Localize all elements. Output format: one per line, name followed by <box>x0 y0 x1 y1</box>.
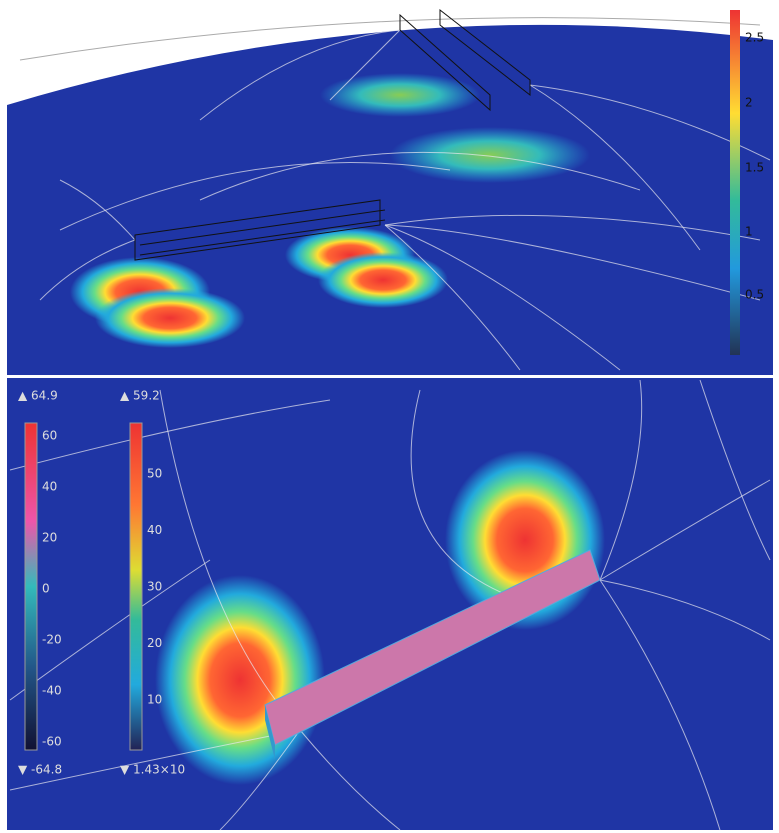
colorbar-tick-label: -40 <box>42 684 62 698</box>
field-spot <box>318 252 448 308</box>
top-panel: 2.5 2 1.5 1 0.5 <box>7 4 773 376</box>
colorbar-tick-label: 0.5 <box>745 288 764 302</box>
colorbar <box>730 10 740 355</box>
colorbar-tick-label: 0 <box>42 582 50 596</box>
field-spot <box>155 575 325 785</box>
colorbar-tick-label: 60 <box>42 429 57 443</box>
field-lines <box>9 379 771 831</box>
colorbar-tick-label: 10 <box>147 693 162 707</box>
colorbar-tick-label: 20 <box>147 636 162 650</box>
max-label: ▲ 59.2 <box>120 389 160 403</box>
colorbar-tick-label: 40 <box>42 480 57 494</box>
field-spot <box>390 127 590 183</box>
colorbar-tick-label: 50 <box>147 467 162 481</box>
grid-arc <box>19 17 761 61</box>
colorbar-tick-label: 2 <box>745 96 753 110</box>
field-spot <box>95 288 245 348</box>
colorbar-tick-label: -60 <box>42 735 62 749</box>
coil-array <box>134 8 531 261</box>
coil-end <box>265 705 275 760</box>
colorbar-tick-label: 1 <box>745 225 753 239</box>
min-label: ▼ 1.43×10 <box>120 763 185 777</box>
colorbar-tick-label: -20 <box>42 633 62 647</box>
colorbar-tick-label: 1.5 <box>745 161 764 175</box>
max-label: ▲ 64.9 <box>18 389 58 403</box>
colorbar-tick-label: 30 <box>147 580 162 594</box>
min-label: ▼ -64.8 <box>18 763 62 777</box>
colorbar-tick-label: 20 <box>42 531 57 545</box>
bottom-panel: ▲ 64.9 ▲ 59.2 ▼ -64.8 ▼ 1.43×10 60 40 20 0 -… <box>7 378 773 831</box>
colorbar <box>129 422 143 751</box>
field-spot <box>320 73 480 117</box>
colorbar-tick-label: 2.5 <box>745 31 764 45</box>
colorbar <box>24 422 38 751</box>
colorbar-tick-label: 40 <box>147 523 162 537</box>
